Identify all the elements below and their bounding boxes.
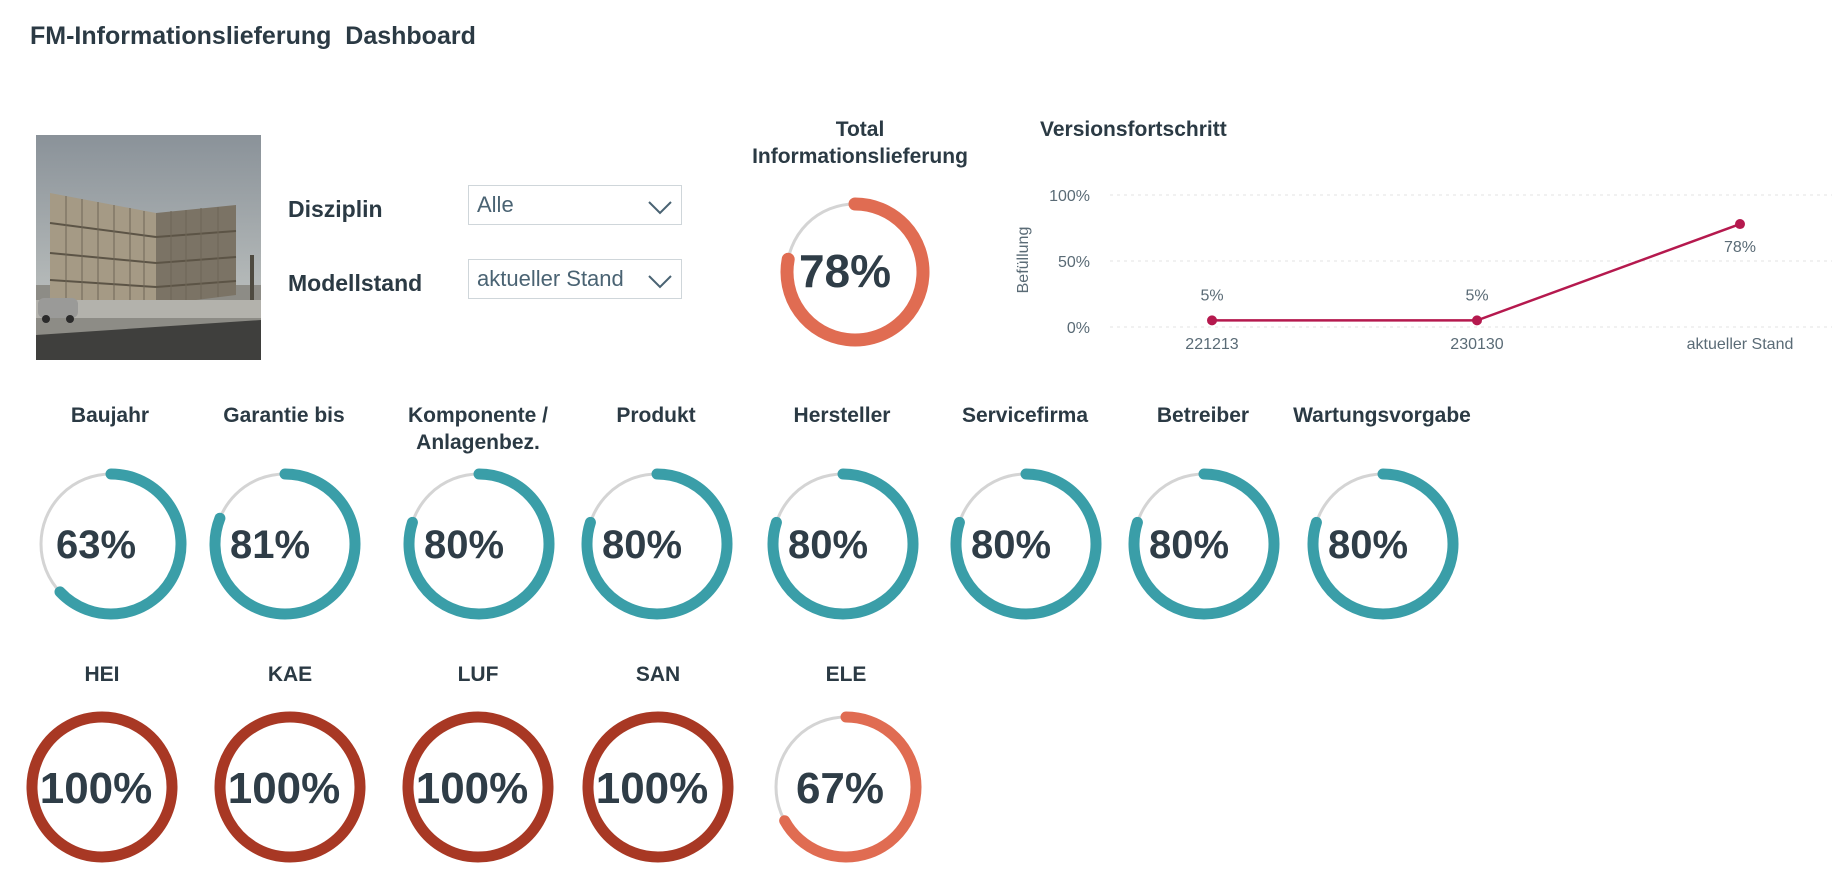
attribute-gauge-label: 80%: [1328, 523, 1408, 567]
modellstand-dropdown[interactable]: aktueller Stand: [468, 259, 682, 299]
chevron-down-icon: [648, 275, 672, 289]
attribute-title-line1: Servicefirma: [961, 404, 1089, 427]
total-title-line2: Informationslieferung: [752, 145, 968, 168]
attribute-title-line1: Wartungsvorgabe: [1293, 404, 1471, 427]
discipline-gauge-arc: [582, 711, 734, 863]
attribute-gauge-label: 80%: [424, 523, 504, 567]
discipline-gauge: 100%: [402, 711, 554, 863]
version-chart-title: Versionsfortschritt: [1040, 118, 1227, 141]
attribute-gauge-label: 80%: [788, 523, 868, 567]
data-label: 5%: [1465, 287, 1488, 304]
discipline-title: ELE: [825, 663, 867, 686]
discipline-title: LUF: [457, 663, 499, 686]
discipline-gauge-label: 100%: [596, 764, 709, 813]
attribute-gauge-arc: [1307, 468, 1459, 620]
discipline-gauge-arc: [402, 711, 554, 863]
total-gauge: 78%: [780, 197, 930, 347]
attribute-title-line1: Komponente /: [408, 404, 548, 427]
data-point[interactable]: [1735, 219, 1745, 230]
attribute-title-line1: Produkt: [616, 404, 696, 427]
attribute-gauge: 80%: [1128, 468, 1280, 620]
attribute-title-line1: Garantie bis: [223, 404, 345, 427]
attribute-gauge-arc: [767, 468, 919, 620]
version-line-chart: Befüllung 0% 50% 100% 221213 230130 aktuelle…: [1015, 188, 1832, 353]
attribute-title-line1: Betreiber: [1156, 404, 1250, 427]
attribute-title-line1: Baujahr: [70, 404, 150, 427]
attribute-gauge: 63%: [39, 468, 187, 620]
y-axis-label: Befüllung: [1015, 227, 1032, 294]
attribute-title: Garantie bis: [174, 402, 394, 429]
total-title-line1: Total: [835, 118, 885, 141]
x-tick-label: 230130: [1450, 336, 1503, 353]
attribute-title: Produkt: [546, 402, 766, 429]
discipline-title: SAN: [635, 663, 681, 686]
discipline-gauge: 100%: [214, 711, 366, 863]
attribute-gauge-label: 63%: [56, 523, 136, 567]
attribute-title-line2: Anlagenbez.: [416, 431, 540, 454]
x-tick-label: 221213: [1185, 336, 1238, 353]
discipline-gauge-label: 100%: [228, 764, 341, 813]
discipline-title: HEI: [84, 663, 120, 686]
discipline-gauge-label: 67%: [796, 764, 884, 813]
discipline-gauge: 67%: [774, 711, 922, 863]
discipline-gauge-arc: [26, 711, 178, 863]
data-label: 78%: [1724, 239, 1756, 256]
total-gauge-arc: [780, 197, 930, 347]
disziplin-value: Alle: [477, 192, 514, 217]
x-tick-label: aktueller Stand: [1687, 336, 1794, 353]
attribute-gauge-arc: [1128, 468, 1280, 620]
y-tick-label: 0%: [1067, 320, 1090, 337]
discipline-gauge-label: 100%: [40, 764, 153, 813]
attribute-gauge-label: 80%: [971, 523, 1051, 567]
attribute-title: Hersteller: [732, 402, 952, 429]
discipline-gauge: 100%: [582, 711, 734, 863]
discipline-gauge-arc: [214, 711, 366, 863]
disziplin-dropdown[interactable]: Alle: [468, 185, 682, 225]
attribute-gauge-arc: [581, 468, 733, 620]
modellstand-value: aktueller Stand: [477, 266, 624, 291]
attribute-gauge-label: 81%: [230, 523, 310, 567]
building-image: [36, 135, 261, 360]
data-point[interactable]: [1472, 315, 1482, 326]
data-label: 5%: [1200, 287, 1223, 304]
discipline-gauge: 100%: [26, 711, 178, 863]
discipline-gauge-arc: [779, 711, 922, 863]
y-tick-label: 100%: [1049, 188, 1090, 205]
attribute-gauge-arc: [403, 468, 555, 620]
chevron-down-icon: [648, 201, 672, 215]
attribute-gauge: 80%: [767, 468, 919, 620]
attribute-gauge-arc: [209, 468, 361, 620]
series-line: [1212, 222, 1741, 322]
attribute-title: Wartungsvorgabe: [1272, 402, 1492, 429]
modellstand-label: Modellstand: [288, 270, 423, 296]
data-point[interactable]: [1207, 315, 1217, 326]
attribute-title: Komponente / Anlagenbez.: [368, 402, 588, 456]
page-title: FM-Informationslieferung Dashboard: [30, 22, 476, 50]
discipline-gauge-label: 100%: [416, 764, 529, 813]
attribute-title: Servicefirma: [915, 402, 1135, 429]
attribute-gauge: 81%: [209, 468, 361, 620]
total-title: Total Informationslieferung: [718, 116, 1002, 170]
disziplin-label: Disziplin: [288, 196, 383, 222]
attribute-gauge: 80%: [403, 468, 555, 620]
attribute-title-line1: Hersteller: [793, 404, 891, 427]
attribute-gauge-label: 80%: [602, 523, 682, 567]
attribute-gauge: 80%: [581, 468, 733, 620]
discipline-title: KAE: [267, 663, 313, 686]
total-gauge-label: 78%: [799, 245, 891, 297]
attribute-gauge-arc: [54, 468, 187, 620]
attribute-gauge-label: 80%: [1149, 523, 1229, 567]
attribute-gauge: 80%: [950, 468, 1102, 620]
attribute-gauge: 80%: [1307, 468, 1459, 620]
attribute-title: Baujahr: [0, 402, 220, 429]
attribute-title: Betreiber: [1093, 402, 1313, 429]
y-tick-label: 50%: [1058, 254, 1090, 271]
attribute-gauge-arc: [950, 468, 1102, 620]
